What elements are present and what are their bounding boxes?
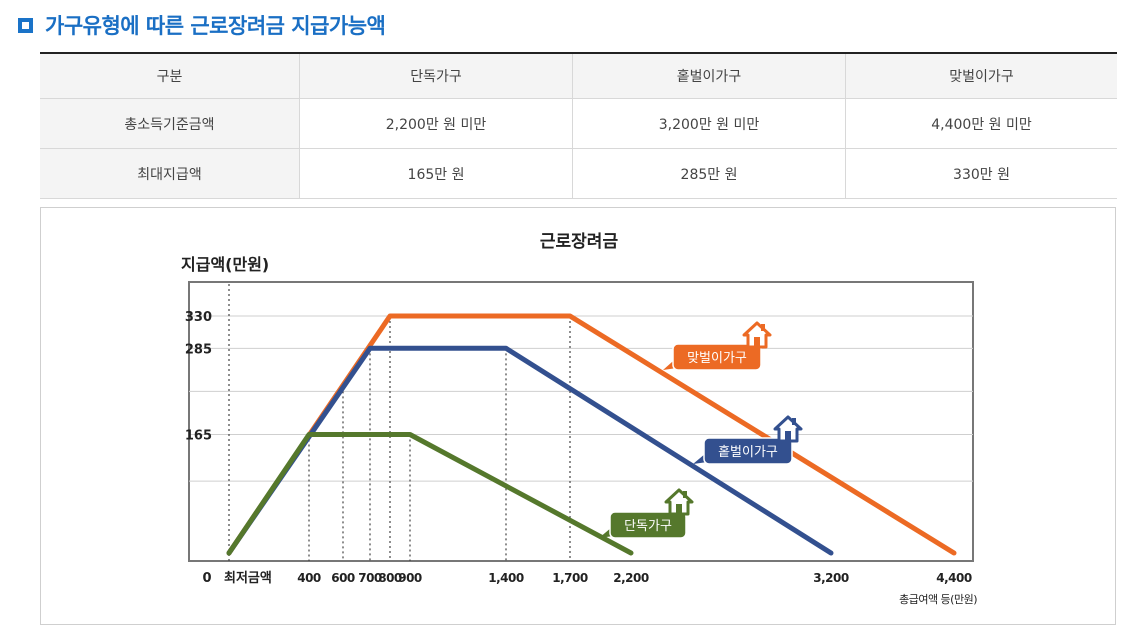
- section-heading: 가구유형에 따른 근로장려금 지급가능액: [18, 10, 386, 40]
- table-cell: 4,400만 원 미만: [845, 98, 1117, 149]
- house-door: [785, 431, 791, 441]
- table-row-label: 최대지급액: [40, 148, 300, 199]
- table-row: 총소득기준금액 2,200만 원 미만 3,200만 원 미만 4,400만 원…: [40, 98, 1117, 149]
- house-chimney: [683, 491, 687, 498]
- table-row-label: 총소득기준금액: [40, 98, 300, 149]
- x-axis-label: 총급여액 등(만원): [899, 593, 977, 606]
- legend-label: 맞벌이가구: [687, 351, 747, 366]
- chart-title: 근로장려금: [540, 232, 619, 252]
- x-tick-label: 2,200: [613, 571, 649, 585]
- y-axis-label: 지급액(만원): [181, 255, 269, 274]
- y-tick-label: 285: [185, 342, 212, 357]
- legend-label: 단독가구: [624, 519, 672, 534]
- house-chimney: [792, 418, 796, 425]
- series-line: [226, 432, 634, 556]
- house-icon: [742, 321, 772, 349]
- house-door: [676, 504, 682, 514]
- callout-box: [703, 437, 793, 465]
- min-wage-label: 최저금액: [224, 571, 272, 586]
- legend-callout: 맞벌이가구: [663, 321, 772, 371]
- legend-callout: 단독가구: [599, 488, 694, 539]
- house-icon: [664, 488, 694, 516]
- legend-label: 홑벌이가구: [718, 445, 778, 460]
- x-tick-label: 4,400: [936, 571, 972, 585]
- y-tick-label: 330: [185, 310, 212, 325]
- x-tick-label: 700: [358, 571, 382, 585]
- x-tick-label: 800: [378, 571, 402, 585]
- table-header-cell: 단독가구: [299, 52, 573, 99]
- y-tick-label: 165: [185, 429, 212, 444]
- table-row: 최대지급액 165만 원 285만 원 330만 원: [40, 148, 1117, 199]
- x-tick-label: 1,700: [552, 571, 588, 585]
- house-icon: [773, 415, 803, 443]
- table-cell: 2,200만 원 미만: [299, 98, 573, 149]
- origin-label: 0: [202, 571, 211, 586]
- x-tick-label: 600: [331, 571, 355, 585]
- legend-callout: 홑벌이가구: [693, 415, 803, 465]
- callout-box: [672, 343, 762, 371]
- x-tick-label: 900: [398, 571, 422, 585]
- table-header-cell: 맞벌이가구: [845, 52, 1117, 99]
- callout-box: [609, 511, 687, 539]
- table-cell: 165만 원: [299, 148, 573, 199]
- x-tick-label: 1,400: [488, 571, 524, 585]
- table-cell: 330만 원: [845, 148, 1117, 199]
- x-tick-label: 400: [297, 571, 321, 585]
- table-header-cell: 홑벌이가구: [572, 52, 846, 99]
- table-cell: 3,200만 원 미만: [572, 98, 846, 149]
- house-chimney: [761, 324, 765, 331]
- table-header-cell: 구분: [40, 52, 300, 99]
- square-bullet-icon: [18, 17, 33, 33]
- benefit-table: 구분 단독가구 홑벌이가구 맞벌이가구 총소득기준금액 2,200만 원 미만 …: [40, 52, 1117, 199]
- house-door: [754, 337, 760, 347]
- table-cell: 285만 원: [572, 148, 846, 199]
- table-header-row: 구분 단독가구 홑벌이가구 맞벌이가구: [40, 52, 1117, 99]
- chart-container: 근로장려금 지급액(만원) 165 285 330 400 600 700 800 900 1,…: [40, 207, 1116, 625]
- heading-title: 가구유형에 따른 근로장려금 지급가능액: [45, 14, 386, 38]
- x-tick-label: 3,200: [813, 571, 849, 585]
